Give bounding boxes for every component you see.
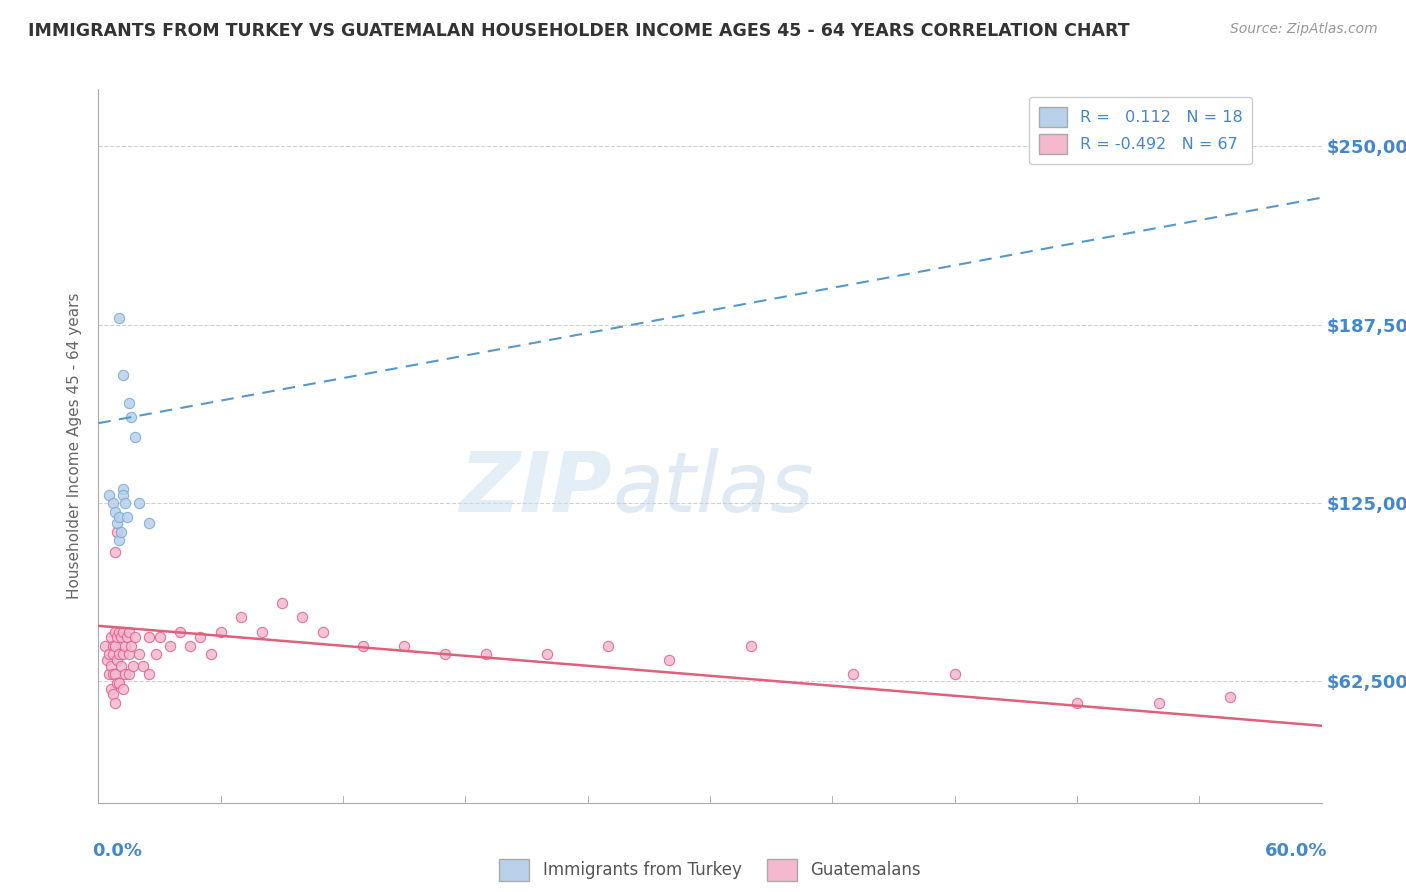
Point	[111, 487, 134, 501]
Point	[101, 667, 124, 681]
Point	[231, 610, 253, 624]
Point	[108, 624, 131, 639]
Point	[111, 624, 134, 639]
Point	[118, 396, 141, 410]
Point	[841, 667, 863, 681]
Point	[132, 658, 155, 673]
Point	[101, 496, 124, 510]
Point	[97, 487, 120, 501]
Point	[105, 630, 128, 644]
Point	[145, 648, 167, 662]
Point	[111, 681, 134, 696]
Point	[118, 648, 141, 662]
Point	[138, 630, 160, 644]
Point	[96, 653, 118, 667]
Point	[474, 648, 498, 662]
Point	[110, 630, 132, 644]
Point	[598, 639, 620, 653]
Point	[122, 658, 145, 673]
Point	[111, 368, 134, 382]
Point	[1066, 696, 1088, 710]
Point	[100, 658, 122, 673]
Point	[100, 681, 122, 696]
Point	[108, 676, 131, 690]
Point	[149, 630, 172, 644]
Text: ZIP: ZIP	[460, 449, 612, 529]
Point	[138, 516, 160, 530]
Text: 60.0%: 60.0%	[1265, 842, 1327, 860]
Point	[188, 630, 212, 644]
Point	[200, 648, 222, 662]
Point	[159, 639, 181, 653]
Text: atlas: atlas	[612, 449, 814, 529]
Y-axis label: Householder Income Ages 45 - 64 years: Householder Income Ages 45 - 64 years	[67, 293, 83, 599]
Point	[105, 524, 128, 539]
Point	[124, 630, 146, 644]
Point	[392, 639, 416, 653]
Point	[138, 667, 160, 681]
Point	[104, 505, 127, 519]
Point	[124, 430, 146, 444]
Point	[100, 630, 122, 644]
Point	[101, 639, 124, 653]
Point	[104, 667, 127, 681]
Point	[115, 510, 138, 524]
Point	[128, 496, 150, 510]
Text: IMMIGRANTS FROM TURKEY VS GUATEMALAN HOUSEHOLDER INCOME AGES 45 - 64 YEARS CORRE: IMMIGRANTS FROM TURKEY VS GUATEMALAN HOU…	[28, 22, 1130, 40]
Point	[111, 482, 134, 496]
Point	[120, 639, 142, 653]
Point	[120, 410, 142, 425]
Point	[270, 596, 294, 610]
Point	[434, 648, 457, 662]
Point	[312, 624, 335, 639]
Point	[209, 624, 232, 639]
Legend: Immigrants from Turkey, Guatemalans: Immigrants from Turkey, Guatemalans	[492, 853, 928, 888]
Point	[101, 687, 124, 701]
Point	[104, 696, 127, 710]
Point	[105, 516, 128, 530]
Point	[104, 624, 127, 639]
Point	[108, 533, 131, 548]
Point	[110, 658, 132, 673]
Point	[108, 648, 131, 662]
Point	[114, 496, 136, 510]
Point	[114, 639, 136, 653]
Point	[101, 648, 124, 662]
Point	[104, 639, 127, 653]
Point	[115, 630, 138, 644]
Point	[97, 667, 120, 681]
Text: 0.0%: 0.0%	[93, 842, 142, 860]
Point	[93, 639, 115, 653]
Point	[97, 648, 120, 662]
Point	[108, 510, 131, 524]
Point	[111, 648, 134, 662]
Text: Source: ZipAtlas.com: Source: ZipAtlas.com	[1230, 22, 1378, 37]
Point	[105, 653, 128, 667]
Point	[1219, 690, 1241, 705]
Point	[169, 624, 191, 639]
Point	[740, 639, 762, 653]
Point	[536, 648, 558, 662]
Point	[118, 624, 141, 639]
Point	[118, 667, 141, 681]
Point	[128, 648, 150, 662]
Point	[352, 639, 374, 653]
Point	[943, 667, 966, 681]
Point	[1147, 696, 1170, 710]
Point	[250, 624, 273, 639]
Point	[105, 676, 128, 690]
Point	[114, 667, 136, 681]
Point	[291, 610, 314, 624]
Point	[179, 639, 201, 653]
Point	[110, 524, 132, 539]
Point	[108, 310, 131, 325]
Point	[658, 653, 681, 667]
Point	[104, 544, 127, 558]
